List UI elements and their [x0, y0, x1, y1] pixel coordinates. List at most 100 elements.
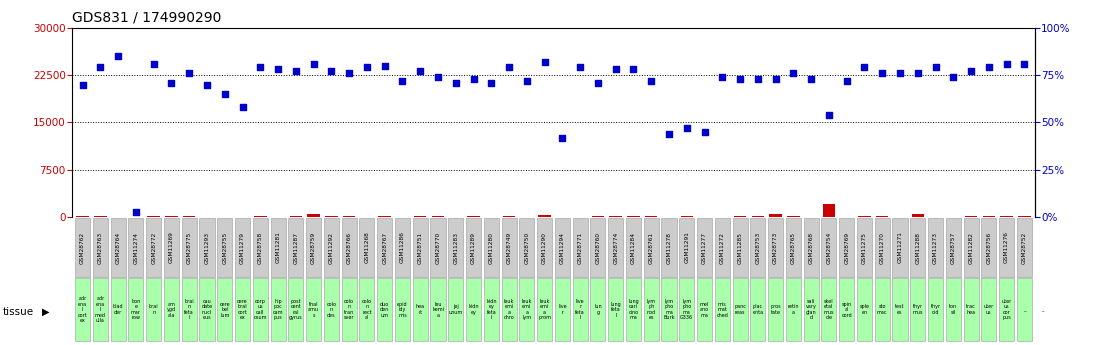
Text: GSM28760: GSM28760: [596, 231, 600, 264]
Text: GSM28772: GSM28772: [152, 231, 156, 264]
Point: [358, 65, 375, 70]
Bar: [697, 278, 712, 341]
Bar: [876, 216, 889, 217]
Text: lym
pho
ma
G336: lym pho ma G336: [680, 299, 693, 320]
Bar: [466, 278, 482, 341]
Text: GSM11294: GSM11294: [560, 231, 565, 264]
Point: [927, 65, 944, 70]
Bar: [183, 216, 196, 217]
Bar: [983, 216, 995, 217]
Text: GSM11268: GSM11268: [364, 231, 370, 264]
Point: [394, 78, 412, 83]
Text: GSM28756: GSM28756: [986, 231, 992, 264]
Bar: [306, 218, 321, 277]
Bar: [467, 216, 479, 217]
Text: bon
e
mar
row: bon e mar row: [131, 299, 141, 320]
Bar: [431, 218, 445, 277]
Bar: [928, 218, 943, 277]
Bar: [270, 278, 286, 341]
Bar: [572, 278, 588, 341]
Bar: [182, 218, 197, 277]
Text: GSM11284: GSM11284: [631, 231, 635, 264]
Bar: [252, 278, 268, 341]
Bar: [857, 218, 872, 277]
Bar: [768, 218, 783, 277]
Text: GSM11273: GSM11273: [933, 231, 938, 264]
Point: [695, 129, 713, 135]
Bar: [164, 218, 179, 277]
Bar: [999, 218, 1014, 277]
Text: leuk
emi
a
prom: leuk emi a prom: [538, 299, 551, 320]
Bar: [1017, 278, 1032, 341]
Text: GSM28753: GSM28753: [755, 231, 761, 264]
Bar: [255, 216, 267, 217]
Text: GSM28769: GSM28769: [845, 231, 849, 264]
Point: [803, 76, 820, 81]
Text: sple
en: sple en: [859, 304, 869, 315]
Bar: [146, 218, 162, 277]
Bar: [752, 216, 764, 217]
Text: _: _: [1023, 307, 1025, 312]
Text: GSM28774: GSM28774: [613, 231, 618, 264]
Point: [180, 70, 198, 76]
Text: am
ygd
ala: am ygd ala: [167, 302, 176, 317]
Text: GSM28758: GSM28758: [258, 231, 262, 264]
Bar: [128, 278, 144, 341]
Bar: [431, 278, 445, 341]
Point: [269, 67, 287, 72]
Text: GSM28775: GSM28775: [187, 231, 192, 264]
Bar: [288, 218, 303, 277]
Text: GSM11272: GSM11272: [720, 231, 725, 264]
Text: GSM11277: GSM11277: [702, 231, 707, 264]
Text: hip
poc
cam
pus: hip poc cam pus: [272, 299, 283, 320]
Point: [624, 67, 642, 72]
Bar: [111, 218, 126, 277]
Text: GSM11291: GSM11291: [684, 231, 690, 264]
Text: skel
etal
mus
cle: skel etal mus cle: [824, 299, 835, 320]
Bar: [965, 216, 977, 217]
Text: GSM11292: GSM11292: [329, 231, 334, 264]
Text: GSM28757: GSM28757: [951, 231, 955, 264]
Bar: [484, 218, 499, 277]
Point: [589, 80, 607, 85]
Text: blad
der: blad der: [113, 304, 124, 315]
Bar: [625, 218, 641, 277]
Point: [198, 82, 216, 87]
Bar: [182, 278, 197, 341]
Text: pros
tate: pros tate: [770, 304, 780, 315]
Bar: [892, 278, 908, 341]
Bar: [804, 278, 819, 341]
Point: [944, 74, 962, 80]
Point: [820, 112, 838, 118]
Point: [571, 65, 589, 70]
Point: [465, 76, 483, 81]
Bar: [839, 278, 855, 341]
Bar: [164, 278, 179, 341]
Bar: [697, 218, 712, 277]
Point: [997, 61, 1015, 66]
Point: [962, 68, 980, 74]
Bar: [734, 216, 746, 217]
Bar: [999, 278, 1014, 341]
Bar: [910, 278, 925, 341]
Text: sali
vary
glan
d: sali vary glan d: [806, 299, 817, 320]
Point: [642, 78, 660, 83]
Text: leu
kemi
a: leu kemi a: [432, 302, 444, 317]
Bar: [377, 278, 392, 341]
Bar: [199, 278, 215, 341]
Point: [447, 80, 465, 85]
Bar: [681, 216, 693, 217]
Bar: [592, 216, 604, 217]
Bar: [945, 218, 961, 277]
Text: panc
reas: panc reas: [734, 304, 746, 315]
Bar: [981, 278, 996, 341]
Bar: [751, 278, 765, 341]
Point: [74, 82, 92, 87]
Bar: [608, 218, 623, 277]
Text: kidn
ey
feta
l: kidn ey feta l: [486, 299, 497, 320]
Text: ton
sil: ton sil: [949, 304, 958, 315]
Point: [838, 78, 856, 83]
Bar: [501, 218, 517, 277]
Bar: [360, 218, 374, 277]
Text: thyr
mus: thyr mus: [912, 304, 923, 315]
